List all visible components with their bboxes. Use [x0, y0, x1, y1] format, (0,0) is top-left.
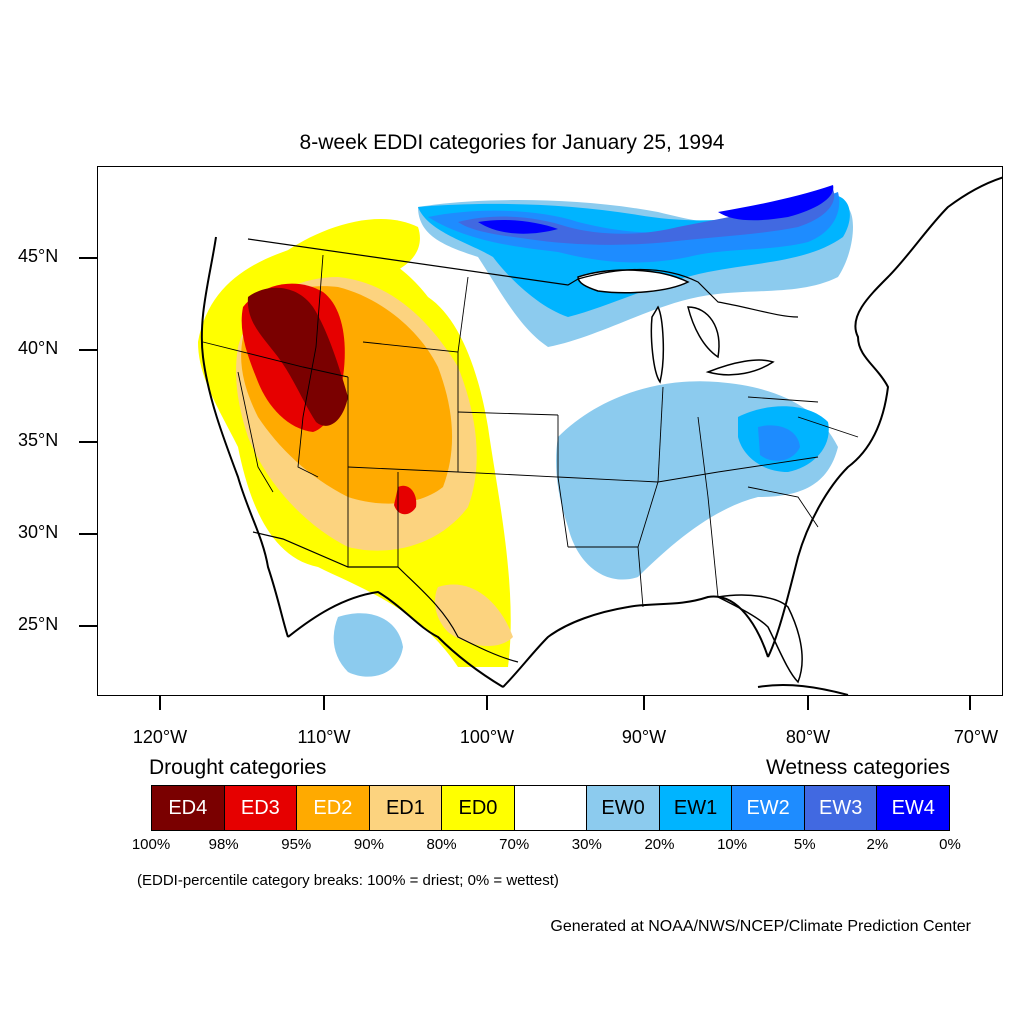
ew3-region [458, 189, 835, 245]
legend-cell-ew3: EW3 [804, 786, 878, 830]
lake-huron [687, 306, 720, 359]
legend-break-label: 100% [131, 836, 171, 853]
legend-break-label: 2% [866, 836, 889, 853]
legend-break-label: 80% [426, 836, 457, 853]
florida-outline [715, 594, 803, 684]
legend-break-label: 10% [717, 836, 748, 853]
lat-tick [79, 533, 97, 535]
map-panel [97, 166, 1003, 696]
legend-break-label: 30% [571, 836, 602, 853]
lon-label-90w: 90°W [621, 727, 667, 747]
lat-label-40n: 40°N [18, 338, 59, 358]
lon-label-120w: 120°W [132, 727, 188, 747]
legend-cell-ew1: EW1 [659, 786, 733, 830]
legend-break-label: 95% [281, 836, 312, 853]
lat-tick [79, 441, 97, 443]
legend-break-label: 98% [208, 836, 239, 853]
legend-cell-ew2: EW2 [732, 786, 805, 830]
lat-tick [79, 349, 97, 351]
lon-tick [486, 696, 488, 710]
legend-break-label: 0% [939, 836, 961, 853]
legend-colorbar: ED4 ED3 ED2 ED1 ED0 EW0 EW1 EW2 EW3 EW4 [151, 785, 950, 831]
legend-cell-ed1: ED1 [369, 786, 443, 830]
lat-tick [79, 625, 97, 627]
cuba-outline [757, 684, 849, 695]
mexico-border [252, 531, 519, 663]
map-title: 8-week EDDI categories for January 25, 1… [299, 131, 725, 154]
lon-tick [323, 696, 325, 710]
legend-cell-ed2: ED2 [297, 786, 370, 830]
legend-break-label: 20% [644, 836, 675, 853]
legend-cell-ed4: ED4 [152, 786, 225, 830]
lon-label-70w: 70°W [953, 727, 999, 747]
lon-label-110w: 110°W [297, 727, 351, 747]
legend-cell-ew0: EW0 [587, 786, 660, 830]
ew2-region-va [758, 425, 800, 461]
wetness-heading: Wetness categories [765, 756, 950, 779]
lat-label-30n: 30°N [18, 522, 59, 542]
ew4-region [478, 185, 834, 234]
lon-label-100w: 100°W [459, 727, 515, 747]
legend-break-label: 5% [793, 836, 816, 853]
ew2-region-north [428, 192, 840, 263]
ew0-region-mexico [333, 613, 403, 677]
credit-line: Generated at NOAA/NWS/NCEP/Climate Predi… [550, 918, 971, 935]
lon-label-80w: 80°W [785, 727, 831, 747]
ed3-spot-nm [394, 485, 417, 515]
lake-erie [705, 359, 775, 376]
state-lines [202, 254, 859, 608]
lat-label-45n: 45°N [18, 246, 59, 266]
eddi-map [198, 176, 1002, 695]
canada-border [247, 238, 799, 318]
legend-cell-ed0: ED0 [442, 786, 515, 830]
legend-break-label: 90% [353, 836, 384, 853]
drought-heading: Drought categories [149, 756, 327, 779]
ed0-region-northern [278, 218, 420, 283]
lon-tick [807, 696, 809, 710]
legend-cell-neutral [514, 786, 588, 830]
ed4-region [247, 287, 348, 426]
legend-cell-ew4: EW4 [877, 786, 950, 830]
lon-tick [643, 696, 645, 710]
lon-tick [159, 696, 161, 710]
legend-cell-ed3: ED3 [224, 786, 298, 830]
country-outline [200, 176, 1002, 688]
lat-label-25n: 25°N [18, 614, 59, 634]
lon-tick [969, 696, 971, 710]
lat-label-35n: 35°N [18, 430, 59, 450]
category-note: (EDDI-percentile category breaks: 100% =… [137, 872, 559, 889]
legend-break-label: 70% [499, 836, 530, 853]
lake-michigan [650, 305, 665, 384]
lat-tick [79, 257, 97, 259]
